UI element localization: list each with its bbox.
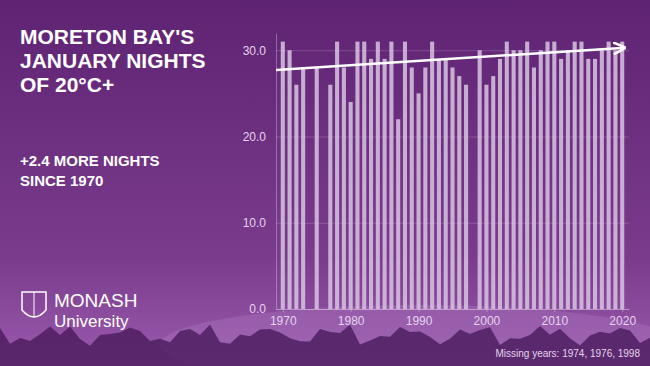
bar bbox=[403, 42, 407, 309]
subtitle-line: +2.4 MORE NIGHTS bbox=[20, 152, 160, 169]
logo-crest bbox=[22, 292, 46, 317]
bar bbox=[294, 85, 298, 309]
note: Missing years: 1974, 1976, 1998 bbox=[495, 348, 640, 359]
bar bbox=[437, 59, 441, 309]
bar bbox=[525, 42, 529, 309]
bar bbox=[301, 68, 305, 310]
x-tick-label: 1980 bbox=[338, 314, 365, 328]
bar bbox=[444, 59, 448, 309]
bar bbox=[498, 59, 502, 309]
bar bbox=[396, 119, 400, 309]
x-tick-label: 1990 bbox=[406, 314, 433, 328]
x-tick-label: 2000 bbox=[474, 314, 501, 328]
bar bbox=[410, 68, 414, 310]
bar bbox=[362, 42, 366, 309]
x-tick-mark bbox=[351, 309, 352, 312]
x-axis: 1970 1980 1990 2000 2010 2020 bbox=[270, 309, 636, 328]
bar bbox=[417, 93, 421, 309]
x-tick-mark bbox=[283, 309, 284, 312]
bar bbox=[539, 50, 543, 309]
bar bbox=[478, 50, 482, 309]
bar bbox=[315, 68, 319, 310]
bar bbox=[512, 50, 516, 309]
trend-line bbox=[276, 48, 626, 70]
bar bbox=[546, 42, 550, 309]
bar bbox=[450, 68, 454, 310]
x-axis-line bbox=[277, 309, 630, 310]
grid-line bbox=[276, 309, 629, 310]
bar bbox=[355, 42, 359, 309]
bar bbox=[389, 42, 393, 309]
title-line: MORETON BAY'S bbox=[20, 25, 194, 48]
logo-text: MONASH bbox=[54, 290, 137, 311]
bar bbox=[383, 59, 387, 309]
bar bbox=[552, 42, 556, 309]
bar bbox=[423, 68, 427, 310]
bar bbox=[505, 42, 509, 309]
x-tick-mark bbox=[486, 309, 487, 312]
chart: 0.0 10.0 20.0 30.0 1970 1980 1990 2000 2010 2020 M… bbox=[0, 0, 650, 366]
y-tick: 10.0 bbox=[243, 216, 629, 230]
title-line: OF 20°C+ bbox=[20, 73, 114, 96]
bar bbox=[281, 42, 285, 309]
y-tick-label: 10.0 bbox=[243, 216, 267, 230]
bar bbox=[613, 50, 617, 309]
x-tick: 1970 bbox=[270, 309, 297, 328]
title: MORETON BAY'SJANUARY NIGHTSOF 20°C+ bbox=[20, 25, 206, 96]
y-tick-label: 30.0 bbox=[243, 44, 267, 58]
x-tick: 2020 bbox=[609, 309, 636, 328]
bar bbox=[342, 68, 346, 310]
bar bbox=[335, 42, 339, 309]
bar bbox=[607, 42, 611, 309]
plot-area bbox=[276, 42, 626, 309]
bar bbox=[491, 76, 495, 309]
bar bbox=[566, 50, 570, 309]
bar bbox=[328, 85, 332, 309]
y-axis-line bbox=[276, 34, 277, 310]
bar bbox=[559, 59, 563, 309]
subtitle-line: SINCE 1970 bbox=[20, 172, 103, 189]
logo: MONASHUniversity bbox=[22, 290, 137, 331]
bar bbox=[600, 50, 604, 309]
bar bbox=[518, 50, 522, 309]
bar bbox=[484, 85, 488, 309]
x-tick-label: 2010 bbox=[541, 314, 568, 328]
x-tick-mark bbox=[622, 309, 623, 312]
subtitle: +2.4 MORE NIGHTS SINCE 1970 bbox=[20, 152, 160, 189]
bar bbox=[573, 42, 577, 309]
x-tick: 1990 bbox=[406, 309, 433, 328]
y-tick-label: 20.0 bbox=[243, 130, 267, 144]
bar bbox=[349, 102, 353, 309]
x-tick-mark bbox=[554, 309, 555, 312]
title-line: JANUARY NIGHTS bbox=[20, 49, 206, 72]
bar bbox=[376, 42, 380, 309]
bar bbox=[430, 42, 434, 309]
bar bbox=[579, 42, 583, 309]
x-tick-label: 2020 bbox=[609, 314, 636, 328]
logo-crest-line bbox=[34, 292, 35, 317]
logo-text: University bbox=[54, 312, 129, 331]
bar bbox=[532, 68, 536, 310]
bar bbox=[288, 50, 292, 309]
bar bbox=[464, 85, 468, 309]
x-tick: 2000 bbox=[474, 309, 501, 328]
bar bbox=[593, 59, 597, 309]
x-tick: 2010 bbox=[541, 309, 568, 328]
x-tick-label: 1970 bbox=[270, 314, 297, 328]
y-tick: 20.0 bbox=[243, 130, 629, 144]
bar bbox=[457, 76, 461, 309]
x-tick-mark bbox=[419, 309, 420, 312]
bar bbox=[620, 42, 624, 309]
bar bbox=[369, 59, 373, 309]
x-tick: 1980 bbox=[338, 309, 365, 328]
y-tick-label: 0.0 bbox=[249, 302, 266, 316]
bar bbox=[586, 59, 590, 309]
y-axis: 0.0 10.0 20.0 30.0 bbox=[243, 34, 629, 317]
